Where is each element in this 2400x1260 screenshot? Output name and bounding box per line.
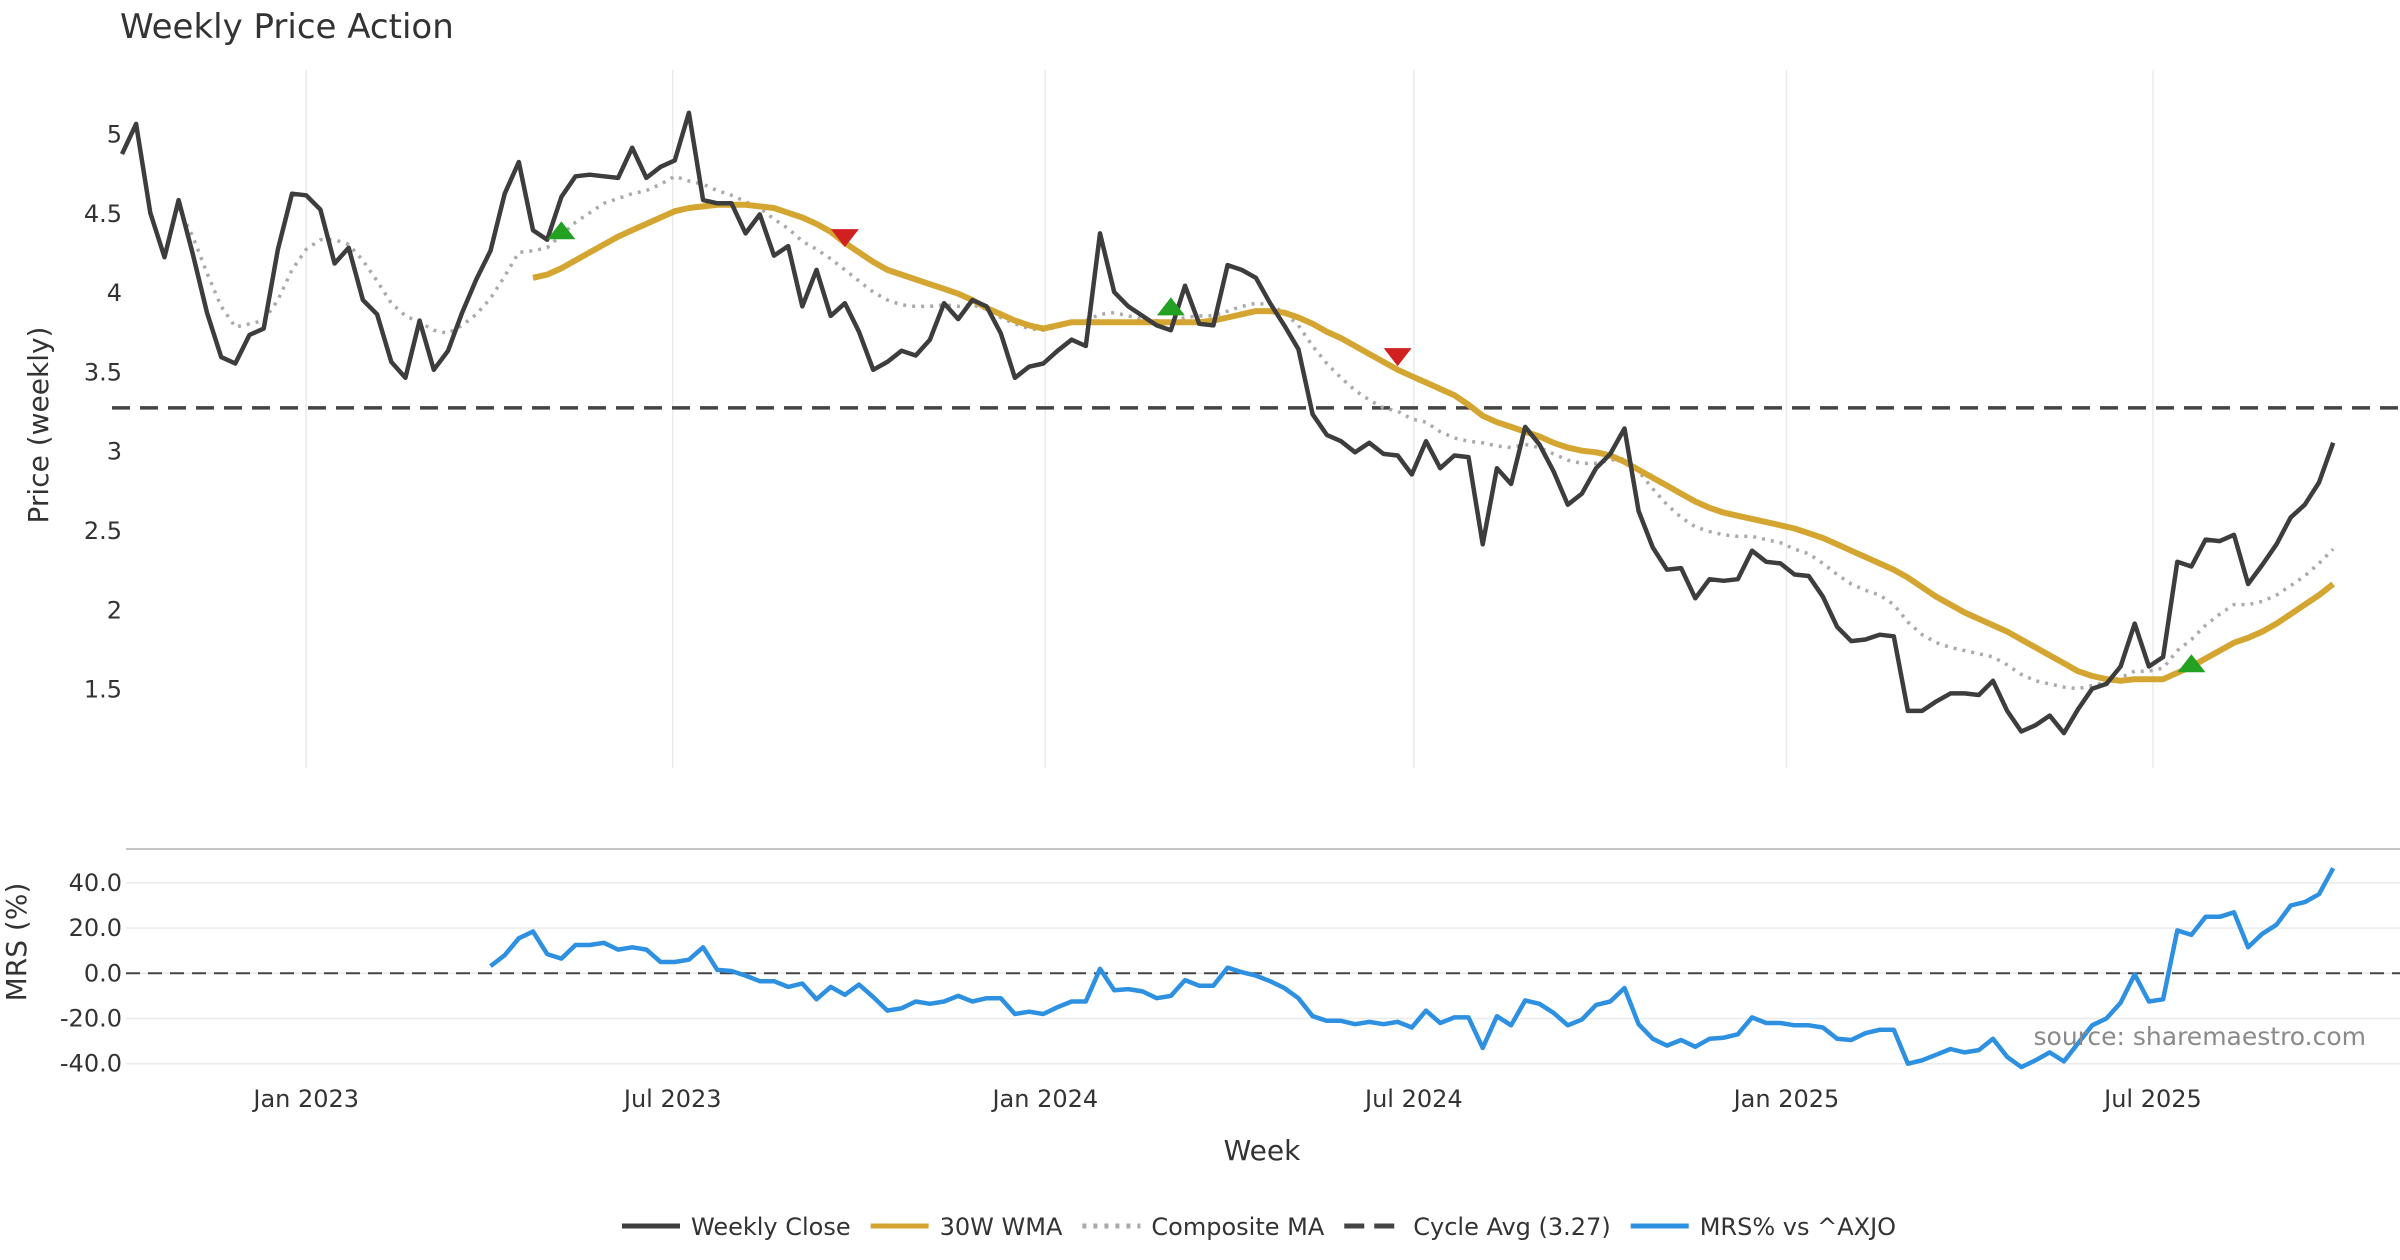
mrs-y-tick-label: 40.0: [69, 869, 122, 897]
x-tick-label: Jul 2024: [1363, 1085, 1463, 1113]
mrs-series: [489, 867, 2336, 1070]
mrs-y-axis-label: MRS (%): [0, 883, 33, 1002]
series-line-composite-ma: [177, 174, 2335, 691]
series-line-30w-wma: [532, 201, 2336, 684]
legend-item-weekly-close: Weekly Close: [622, 1213, 851, 1241]
buy-signal-marker: [1156, 297, 1185, 316]
price-y-tick-label: 1.5: [84, 676, 122, 704]
signal-markers: [547, 221, 2206, 673]
legend: Weekly Close 30W WMA Composite MA Cycle Avg…: [622, 1213, 1896, 1241]
x-tick-label: Jul 2025: [2102, 1085, 2202, 1113]
legend-label: MRS% vs ^AXJO: [1700, 1213, 1896, 1241]
price-y-tick-label: 2.5: [84, 517, 122, 545]
x-tick-label: Jan 2024: [990, 1085, 1098, 1113]
price-y-tick-label: 3.5: [84, 358, 122, 386]
mrs-y-tick-label: 0.0: [84, 959, 122, 987]
mrs-y-tick-label: -40.0: [60, 1050, 122, 1078]
legend-label: Cycle Avg (3.27): [1413, 1213, 1610, 1241]
legend-label: Composite MA: [1151, 1213, 1324, 1241]
x-tick-label: Jan 2025: [1732, 1085, 1840, 1113]
price-y-tick-label: 5: [107, 120, 122, 148]
price-series: [119, 110, 2336, 736]
legend-item-30w-wma: 30W WMA: [870, 1213, 1063, 1241]
price-y-axis-label: Price (weekly): [22, 327, 55, 524]
price-grid: [305, 70, 2154, 768]
x-axis-ticks: Jan 2023 Jul 2023 Jan 2024 Jul 2024 Jan 2025…: [251, 1085, 2201, 1113]
x-axis-label: Week: [1224, 1134, 1301, 1167]
mrs-panel: -40.0 -20.0 0.0 20.0 40.0: [60, 848, 2400, 1078]
legend-label: 30W WMA: [940, 1213, 1063, 1241]
legend-item-mrs-vs-axjo: MRS% vs ^AXJO: [1630, 1213, 1896, 1241]
chart-title: Weekly Price Action: [120, 7, 454, 47]
buy-signal-marker: [2177, 654, 2206, 673]
series-line-weekly-close: [119, 110, 2336, 736]
price-y-tick-label: 4: [107, 279, 122, 307]
legend-item-cycle-avg-3-27: Cycle Avg (3.27): [1344, 1213, 1611, 1241]
mrs-y-ticks: -40.0 -20.0 0.0 20.0 40.0: [60, 869, 122, 1078]
mrs-y-tick-label: -20.0: [60, 1005, 122, 1033]
series-line-mrs-vs-axjo: [489, 867, 2336, 1070]
price-y-tick-label: 4.5: [84, 200, 122, 228]
source-annotation: source: sharemaestro.com: [2034, 1022, 2367, 1051]
legend-label: Weekly Close: [691, 1213, 851, 1241]
x-tick-label: Jul 2023: [622, 1085, 722, 1113]
price-y-ticks: 1.5 2 2.5 3 3.5 4 4.5 5: [84, 120, 122, 703]
buy-signal-marker: [547, 221, 576, 240]
price-y-tick-label: 3: [107, 438, 122, 466]
sell-signal-marker: [830, 229, 859, 248]
price-y-tick-label: 2: [107, 596, 122, 624]
price-panel: 1.5 2 2.5 3 3.5 4 4.5 5: [84, 70, 2400, 768]
x-tick-label: Jan 2023: [251, 1085, 359, 1113]
mrs-y-tick-label: 20.0: [69, 914, 122, 942]
sell-signal-marker: [1383, 348, 1412, 367]
legend-item-composite-ma: Composite MA: [1082, 1213, 1325, 1241]
